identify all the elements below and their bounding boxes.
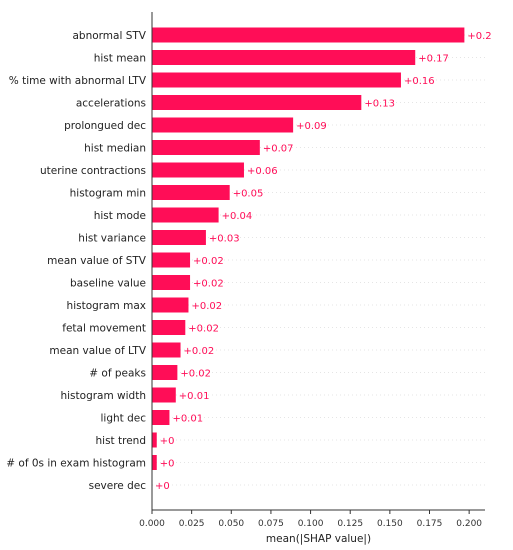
value-label: +0.02 (180, 369, 211, 380)
category-label: severe dec (89, 480, 147, 492)
value-label: +0.13 (364, 99, 395, 110)
value-label: +0.02 (193, 279, 224, 290)
x-tick-label: 0.150 (377, 519, 403, 529)
value-label: +0.02 (184, 346, 215, 357)
x-axis-ticks: 0.000 0.025 0.050 0.075 0.100 0.125 0.150 0.175… (139, 510, 482, 529)
value-label: +0.04 (222, 211, 253, 222)
bar (152, 410, 170, 425)
x-tick-label: 0.175 (417, 519, 443, 529)
x-tick-label: 0.125 (337, 519, 363, 529)
bar (152, 207, 219, 223)
x-axis-title: mean(|SHAP value|) (266, 533, 371, 545)
value-label: +0.16 (404, 76, 435, 87)
value-label: +0.01 (172, 414, 203, 425)
category-label: hist trend (96, 435, 146, 447)
value-labels: +0.2 +0.17 +0.16 +0.13 +0.09 +0.07 +0.06 +0.05 +… (155, 31, 492, 492)
bar (152, 185, 230, 200)
value-label: +0.01 (179, 391, 210, 402)
value-label: +0.06 (247, 166, 278, 177)
category-label: mean value of STV (47, 255, 147, 267)
category-label: abnormal STV (73, 30, 147, 42)
x-tick-label: 0.050 (218, 519, 244, 529)
bar (152, 230, 206, 245)
value-label: +0 (160, 459, 175, 470)
bar (152, 140, 260, 155)
bar (152, 432, 157, 448)
category-labels: abnormal STV hist mean % time with abnorma… (6, 30, 147, 492)
category-label: hist mode (94, 210, 146, 222)
bar (152, 50, 416, 65)
bar (152, 365, 178, 380)
x-tick-label: 0.075 (258, 519, 284, 529)
bar (152, 342, 181, 358)
bar (152, 252, 191, 268)
category-label: # of 0s in exam histogram (6, 458, 146, 470)
value-label: +0.02 (188, 324, 219, 335)
category-label: hist variance (78, 233, 146, 245)
bar (152, 387, 176, 403)
value-label: +0.03 (209, 234, 240, 245)
category-label: histogram width (60, 390, 146, 402)
category-label: mean value of LTV (49, 345, 146, 357)
value-label: +0.17 (418, 54, 449, 65)
bar (152, 320, 186, 335)
category-label: uterine contractions (40, 165, 146, 177)
value-label: +0.02 (193, 256, 224, 267)
category-label: # of peaks (89, 368, 146, 380)
bar (152, 117, 294, 133)
value-label: +0 (160, 436, 175, 447)
bars-group (152, 27, 465, 470)
bar (152, 455, 157, 470)
category-label: histogram min (70, 188, 146, 200)
bar (152, 27, 465, 43)
bar (152, 297, 189, 313)
bar (152, 162, 244, 178)
x-tick-label: 0.000 (139, 519, 165, 529)
category-label: % time with abnormal LTV (9, 75, 147, 87)
value-label: +0 (155, 481, 170, 492)
category-label: hist mean (94, 53, 146, 65)
category-label: fetal movement (62, 323, 146, 335)
bar (152, 275, 191, 290)
value-label: +0.09 (296, 121, 327, 132)
category-label: histogram max (67, 300, 146, 312)
value-label: +0.2 (467, 31, 491, 42)
category-label: prolongued dec (64, 120, 146, 132)
category-label: hist median (84, 143, 146, 155)
x-tick-label: 0.200 (456, 519, 482, 529)
value-label: +0.07 (263, 144, 294, 155)
bar (152, 95, 362, 110)
category-label: accelerations (76, 98, 146, 110)
x-tick-label: 0.025 (179, 519, 205, 529)
value-label: +0.02 (191, 301, 222, 312)
category-label: baseline value (70, 278, 146, 290)
bar (152, 72, 401, 88)
category-label: light dec (100, 413, 146, 425)
value-label: +0.05 (233, 189, 264, 200)
x-tick-label: 0.100 (298, 519, 324, 529)
